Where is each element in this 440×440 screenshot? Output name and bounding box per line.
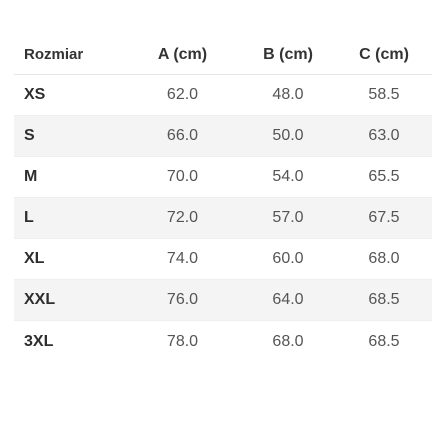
value-c: 63.0 — [368, 127, 400, 144]
table-row: L 72.0 57.0 67.5 — [14, 198, 432, 239]
value-c: 68.0 — [368, 250, 400, 267]
value-b: 68.0 — [272, 332, 304, 350]
value-b: 64.0 — [272, 291, 304, 308]
size-label: S — [24, 127, 35, 144]
value-a: 76.0 — [166, 291, 199, 308]
value-a: 62.0 — [166, 86, 199, 103]
value-b: 54.0 — [272, 168, 304, 185]
value-c: 65.5 — [368, 168, 400, 185]
value-b: 57.0 — [272, 209, 304, 226]
value-b: 50.0 — [272, 127, 304, 144]
value-a: 66.0 — [166, 127, 199, 144]
value-a: 74.0 — [166, 250, 199, 267]
column-header-size: Rozmiar — [24, 46, 84, 63]
value-c: 67.5 — [368, 209, 400, 226]
size-label: XS — [24, 86, 46, 103]
size-label: L — [24, 209, 34, 226]
column-header-b: B (cm) — [263, 45, 313, 63]
size-label: XL — [24, 250, 45, 267]
value-c: 58.5 — [368, 86, 400, 103]
table-row: S 66.0 50.0 63.0 — [14, 116, 432, 157]
table-row: XXL 76.0 64.0 68.5 — [14, 280, 432, 321]
value-a: 70.0 — [166, 168, 199, 185]
value-b: 48.0 — [272, 86, 304, 103]
table-row: XS 62.0 48.0 58.5 — [14, 75, 432, 116]
size-chart-table: Rozmiar A (cm) B (cm) C (cm) XS 62.0 48.… — [14, 35, 432, 362]
table-header-row: Rozmiar A (cm) B (cm) C (cm) — [14, 35, 432, 75]
size-label: XXL — [24, 291, 56, 308]
value-a: 78.0 — [166, 332, 199, 350]
value-b: 60.0 — [272, 250, 304, 267]
value-c: 68.5 — [368, 291, 400, 308]
column-header-a: A (cm) — [157, 45, 208, 63]
size-label: M — [24, 168, 38, 185]
value-a: 72.0 — [166, 209, 199, 226]
size-label: 3XL — [24, 332, 54, 350]
value-c: 68.5 — [368, 332, 400, 350]
table-row: 3XL 78.0 68.0 68.5 — [14, 321, 432, 362]
table-row: M 70.0 54.0 65.5 — [14, 157, 432, 198]
table-row: XL 74.0 60.0 68.0 — [14, 239, 432, 280]
column-header-c: C (cm) — [359, 45, 409, 63]
